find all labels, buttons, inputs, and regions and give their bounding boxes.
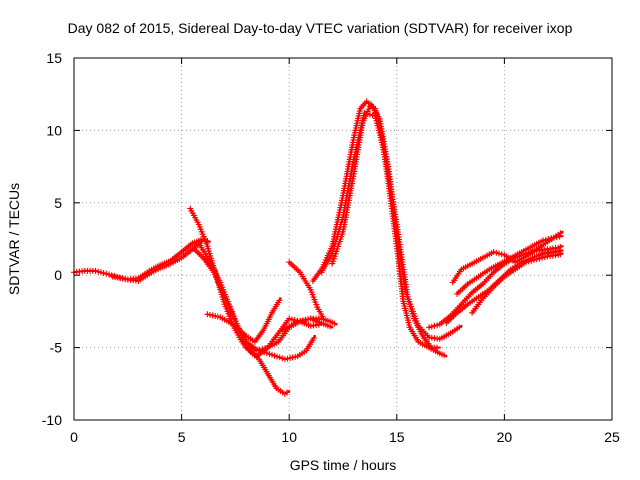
data-point xyxy=(207,311,213,318)
data-point xyxy=(434,344,440,351)
data-point xyxy=(556,248,563,255)
data-point xyxy=(525,258,532,265)
data-point xyxy=(331,320,338,327)
data-point xyxy=(297,318,304,324)
data-point xyxy=(528,257,535,264)
data-point xyxy=(434,322,441,329)
x-tick-label: 5 xyxy=(178,429,186,445)
data-point xyxy=(441,352,448,359)
data-point xyxy=(286,315,293,322)
data-point xyxy=(522,259,529,266)
x-tick-label: 0 xyxy=(70,429,78,445)
data-point xyxy=(490,249,497,255)
data-point xyxy=(266,351,273,357)
y-tick-label: -5 xyxy=(50,340,63,356)
series-line xyxy=(331,103,441,349)
data-point xyxy=(103,270,110,277)
data-point xyxy=(533,256,540,263)
data-point xyxy=(366,111,373,118)
data-point xyxy=(300,317,306,324)
series-track-7 xyxy=(243,334,317,363)
data-point xyxy=(557,244,564,250)
data-point xyxy=(493,249,500,256)
data-point xyxy=(100,270,107,276)
data-point xyxy=(288,316,295,323)
data-point xyxy=(95,268,102,275)
y-axis-label: SDTVAR / TECUs xyxy=(6,183,22,295)
y-tick-label: 0 xyxy=(54,267,62,283)
data-point xyxy=(108,272,115,279)
series-track-9 xyxy=(286,259,326,320)
data-point xyxy=(212,313,219,319)
y-tick-label: -10 xyxy=(42,412,62,428)
data-point xyxy=(97,269,104,276)
data-point xyxy=(263,350,270,357)
data-point xyxy=(539,254,546,261)
data-point xyxy=(305,316,312,323)
data-point xyxy=(531,257,537,263)
series-track-12 xyxy=(329,101,441,351)
data-point xyxy=(319,313,326,320)
data-point xyxy=(496,250,502,257)
data-point xyxy=(426,324,433,331)
data-point xyxy=(106,271,112,278)
series-track-3 xyxy=(187,205,291,397)
data-series xyxy=(71,98,564,397)
x-tick-label: 25 xyxy=(604,429,620,445)
data-point xyxy=(284,389,290,396)
series-track-17 xyxy=(469,251,564,316)
data-point xyxy=(284,355,291,362)
data-point xyxy=(256,347,263,354)
series-track-11 xyxy=(318,110,463,342)
data-point xyxy=(498,251,505,258)
y-tick-label: 10 xyxy=(46,122,62,138)
data-point xyxy=(557,251,564,258)
data-point xyxy=(292,353,299,360)
data-point xyxy=(556,233,563,240)
y-tick-label: 15 xyxy=(46,50,62,66)
data-point xyxy=(281,356,288,363)
data-point xyxy=(276,354,283,361)
x-tick-label: 15 xyxy=(389,429,405,445)
data-point xyxy=(540,237,547,244)
data-point xyxy=(548,235,555,242)
x-tick-label: 20 xyxy=(497,429,513,445)
series-track-2 xyxy=(109,236,211,283)
data-point xyxy=(431,322,438,329)
y-tick-label: 5 xyxy=(54,195,62,211)
data-point xyxy=(204,311,211,318)
data-point xyxy=(542,236,549,243)
data-point xyxy=(261,349,268,356)
data-point xyxy=(541,254,548,261)
x-axis-label: GPS time / hours xyxy=(290,457,397,473)
plot-frame xyxy=(73,57,613,421)
data-point xyxy=(456,324,463,331)
data-point xyxy=(274,353,281,360)
data-point xyxy=(428,323,435,330)
series-track-6 xyxy=(204,297,283,345)
data-point xyxy=(545,236,552,242)
chart-title: Day 082 of 2015, Sidereal Day-to-day VTE… xyxy=(68,20,573,36)
data-point xyxy=(279,355,286,362)
data-point xyxy=(557,230,564,237)
data-point xyxy=(269,351,275,358)
series-track-16 xyxy=(454,233,564,297)
data-point xyxy=(310,335,317,342)
data-point xyxy=(276,297,283,304)
data-point xyxy=(536,255,543,262)
x-tick-label: 10 xyxy=(281,429,297,445)
data-point xyxy=(92,267,99,274)
